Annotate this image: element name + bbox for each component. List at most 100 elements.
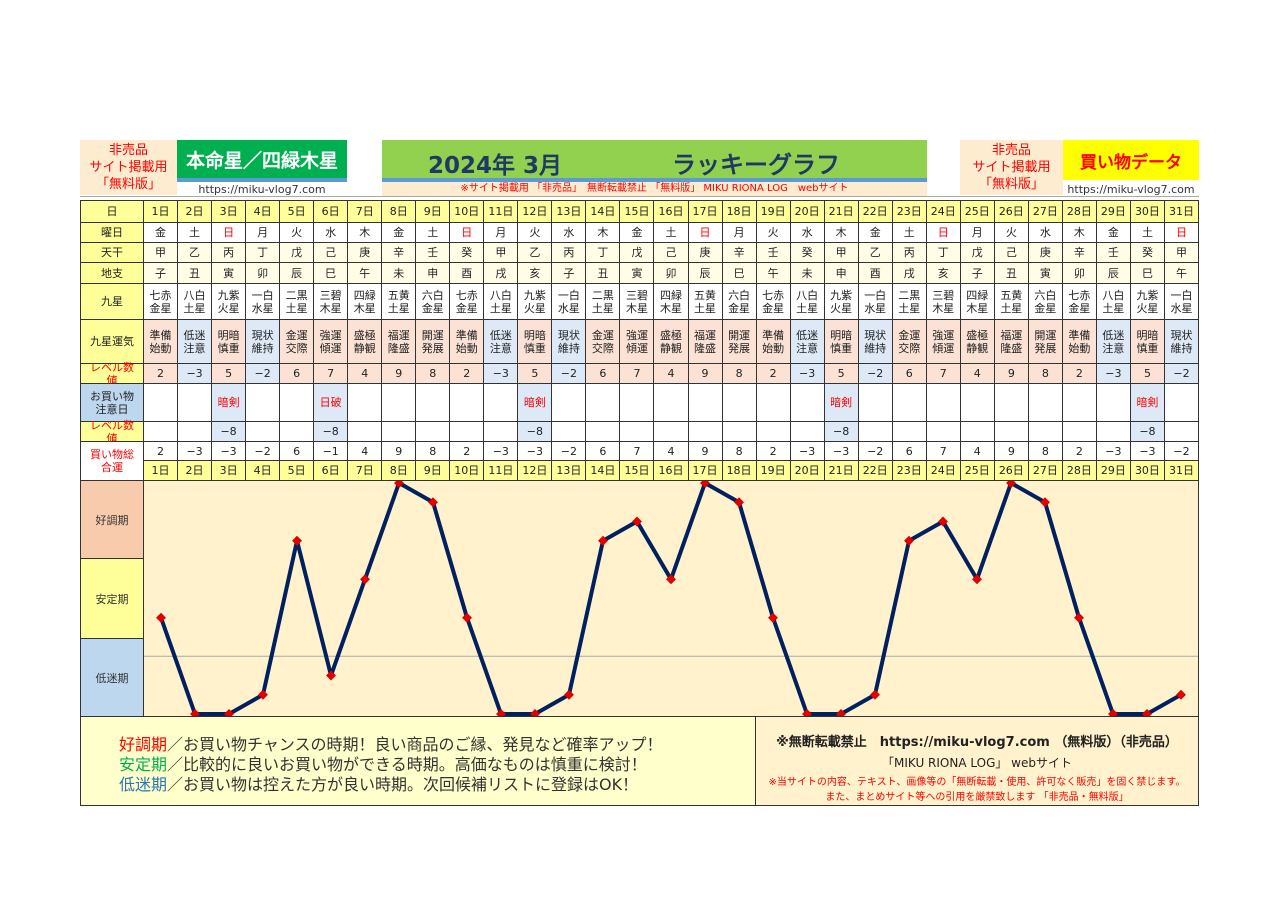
data-point-11 bbox=[496, 709, 506, 716]
totals-cell: 6 bbox=[892, 442, 927, 461]
totals-cell: 7 bbox=[620, 442, 655, 461]
branches-cell: 戌 bbox=[484, 263, 519, 284]
days-cell: 18日 bbox=[722, 461, 757, 481]
levels-cell: 2 bbox=[450, 364, 485, 384]
stems-cell: 辛 bbox=[1062, 243, 1097, 263]
caution-levels-cell bbox=[858, 422, 893, 442]
days-cell: 11日 bbox=[484, 461, 519, 481]
levels-cell: 6 bbox=[892, 364, 927, 384]
totals-cell: −1 bbox=[314, 442, 349, 461]
days-cell: 24日 bbox=[926, 461, 961, 481]
row-label-star: 九星 bbox=[81, 284, 144, 320]
cautions-cell bbox=[722, 384, 757, 422]
totals-cell: 4 bbox=[960, 442, 995, 461]
legend-low: 低迷期／お買い物は控えた方が良い時期。次回候補リストに登録はOK！ bbox=[119, 775, 755, 795]
days-cell: 6日 bbox=[314, 461, 349, 481]
weekdays-cell: 土 bbox=[416, 223, 451, 243]
days-cell: 5日 bbox=[280, 201, 315, 223]
stars-cell: 八白土星 bbox=[790, 284, 825, 320]
branches-cell: 未 bbox=[790, 263, 825, 284]
data-point-26 bbox=[1006, 481, 1016, 488]
fortunes-cell: 準備始動 bbox=[450, 320, 485, 364]
days-cell: 17日 bbox=[688, 201, 723, 223]
cautions-cell bbox=[892, 384, 927, 422]
honmei-star-title: 本命星／四緑木星 bbox=[177, 140, 347, 182]
stems-cell: 己 bbox=[314, 243, 349, 263]
fortunes-cell: 低迷注意 bbox=[790, 320, 825, 364]
fortunes-cell: 強運傾運 bbox=[926, 320, 961, 364]
cautions-cell bbox=[960, 384, 995, 422]
days-cell: 19日 bbox=[756, 201, 791, 223]
stars-cell: 四緑木星 bbox=[654, 284, 689, 320]
branches-cell: 寅 bbox=[212, 263, 247, 284]
site-url: https://miku-vlog7.com bbox=[1067, 183, 1195, 196]
branches-cell: 午 bbox=[1164, 263, 1199, 284]
branches-cell: 巳 bbox=[314, 263, 349, 284]
weekdays-cell: 月 bbox=[722, 223, 757, 243]
cautions-cell bbox=[790, 384, 825, 422]
days-cell: 14日 bbox=[586, 201, 621, 223]
stars-cell: 七赤金星 bbox=[144, 284, 179, 320]
fortunes-cell: 開運発展 bbox=[722, 320, 757, 364]
branches-cell: 亥 bbox=[518, 263, 553, 284]
stems-cell: 庚 bbox=[348, 243, 383, 263]
days-cell: 16日 bbox=[654, 461, 689, 481]
footer-line1: ※無断転載禁止 https://miku-vlog7.com （無料版）（非売品… bbox=[776, 735, 1178, 750]
footer-line4: また、まとめサイト等への引用を厳禁致します 「非売品・無料版」 bbox=[825, 792, 1129, 803]
weekdays-cell: 水 bbox=[790, 223, 825, 243]
branches-cell: 卯 bbox=[654, 263, 689, 284]
legend-term: 安定期 bbox=[119, 755, 168, 774]
footer-notice: ※無断転載禁止 https://miku-vlog7.com （無料版）（非売品… bbox=[755, 716, 1199, 806]
stars-cell: 四緑木星 bbox=[348, 284, 383, 320]
stems-cell: 甲 bbox=[1164, 243, 1199, 263]
weekdays-cell: 金 bbox=[620, 223, 655, 243]
days-cell: 25日 bbox=[960, 461, 995, 481]
fortunes-cell: 明暗慎重 bbox=[824, 320, 859, 364]
weekdays-cell: 月 bbox=[960, 223, 995, 243]
data-point-21 bbox=[836, 709, 846, 716]
stems-cell: 乙 bbox=[178, 243, 213, 263]
stars-cell: 五黄土星 bbox=[382, 284, 417, 320]
stems-cell: 辛 bbox=[382, 243, 417, 263]
totals-cell: −3 bbox=[824, 442, 859, 461]
stems-cell: 甲 bbox=[484, 243, 519, 263]
levels-cell: 4 bbox=[654, 364, 689, 384]
caution-levels-cell bbox=[722, 422, 757, 442]
cautions-cell bbox=[484, 384, 519, 422]
data-point-28 bbox=[1074, 612, 1084, 623]
levels-cell: 8 bbox=[722, 364, 757, 384]
fortunes-cell: 準備始動 bbox=[756, 320, 791, 364]
data-point-31 bbox=[1176, 689, 1186, 700]
weekdays-cell: 日 bbox=[212, 223, 247, 243]
weekdays-cell: 日 bbox=[1164, 223, 1199, 243]
legend-text: ／お買い物チャンスの時期！良い商品のご縁、発見など確率アップ！ bbox=[167, 735, 663, 754]
branches-cell: 子 bbox=[144, 263, 179, 284]
fortunes-cell: 現状維持 bbox=[858, 320, 893, 364]
stems-cell: 甲 bbox=[824, 243, 859, 263]
stems-cell: 丙 bbox=[212, 243, 247, 263]
stems-cell: 丙 bbox=[552, 243, 587, 263]
data-point-17 bbox=[700, 481, 710, 488]
data-point-29 bbox=[1108, 709, 1118, 716]
cautions-cell: 暗剣 bbox=[518, 384, 553, 422]
data-point-7 bbox=[360, 574, 370, 585]
days-cell: 7日 bbox=[348, 201, 383, 223]
totals-cell: −3 bbox=[484, 442, 519, 461]
levels-cell: 6 bbox=[586, 364, 621, 384]
stems-cell: 庚 bbox=[1028, 243, 1063, 263]
fortunes-cell: 低迷注意 bbox=[484, 320, 519, 364]
caution-levels-cell bbox=[620, 422, 655, 442]
levels-cell: 7 bbox=[620, 364, 655, 384]
stars-cell: 六白金星 bbox=[1028, 284, 1063, 320]
totals-cell: 8 bbox=[1028, 442, 1063, 461]
stars-cell: 八白土星 bbox=[1096, 284, 1131, 320]
notice-text: サイト掲載用 bbox=[972, 160, 1051, 175]
levels-cell: −2 bbox=[858, 364, 893, 384]
data-point-12 bbox=[530, 709, 540, 716]
notice-text: 非売品 bbox=[108, 143, 148, 158]
shopping-data-title: 買い物データ bbox=[1063, 140, 1199, 180]
cautions-cell bbox=[1028, 384, 1063, 422]
caution-levels-cell bbox=[892, 422, 927, 442]
days-cell: 15日 bbox=[620, 201, 655, 223]
cautions-cell bbox=[1096, 384, 1131, 422]
